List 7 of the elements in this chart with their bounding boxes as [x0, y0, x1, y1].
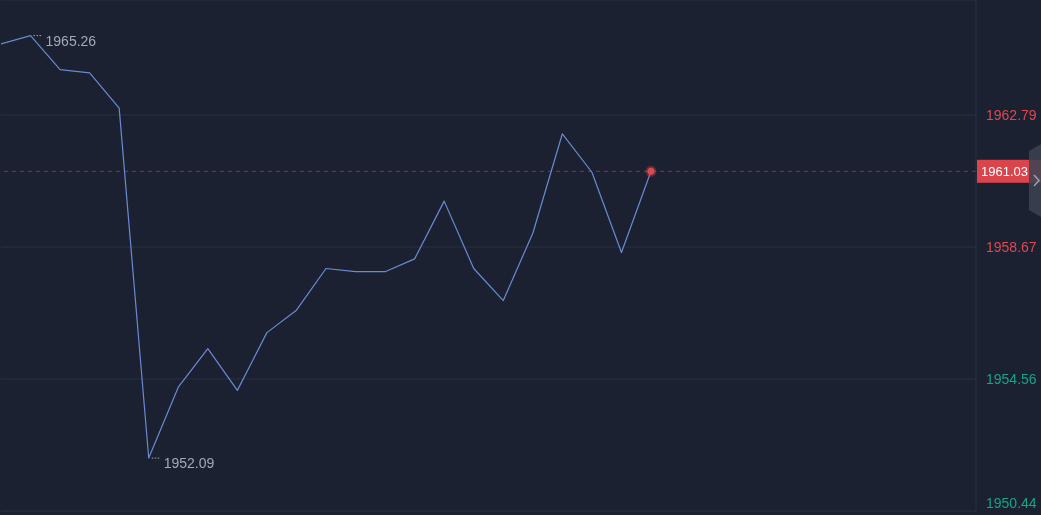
y-tick-label: 1950.44 [986, 494, 1037, 511]
y-tick-label: 1958.67 [986, 238, 1037, 255]
annotation: 1965.26 [45, 32, 97, 49]
y-tick-label: 1962.79 [986, 106, 1037, 123]
annotation: 1952.09 [163, 454, 215, 471]
y-tick-label: 1954.56 [986, 370, 1037, 387]
ref-line-label: 1961.03 [981, 163, 1028, 179]
